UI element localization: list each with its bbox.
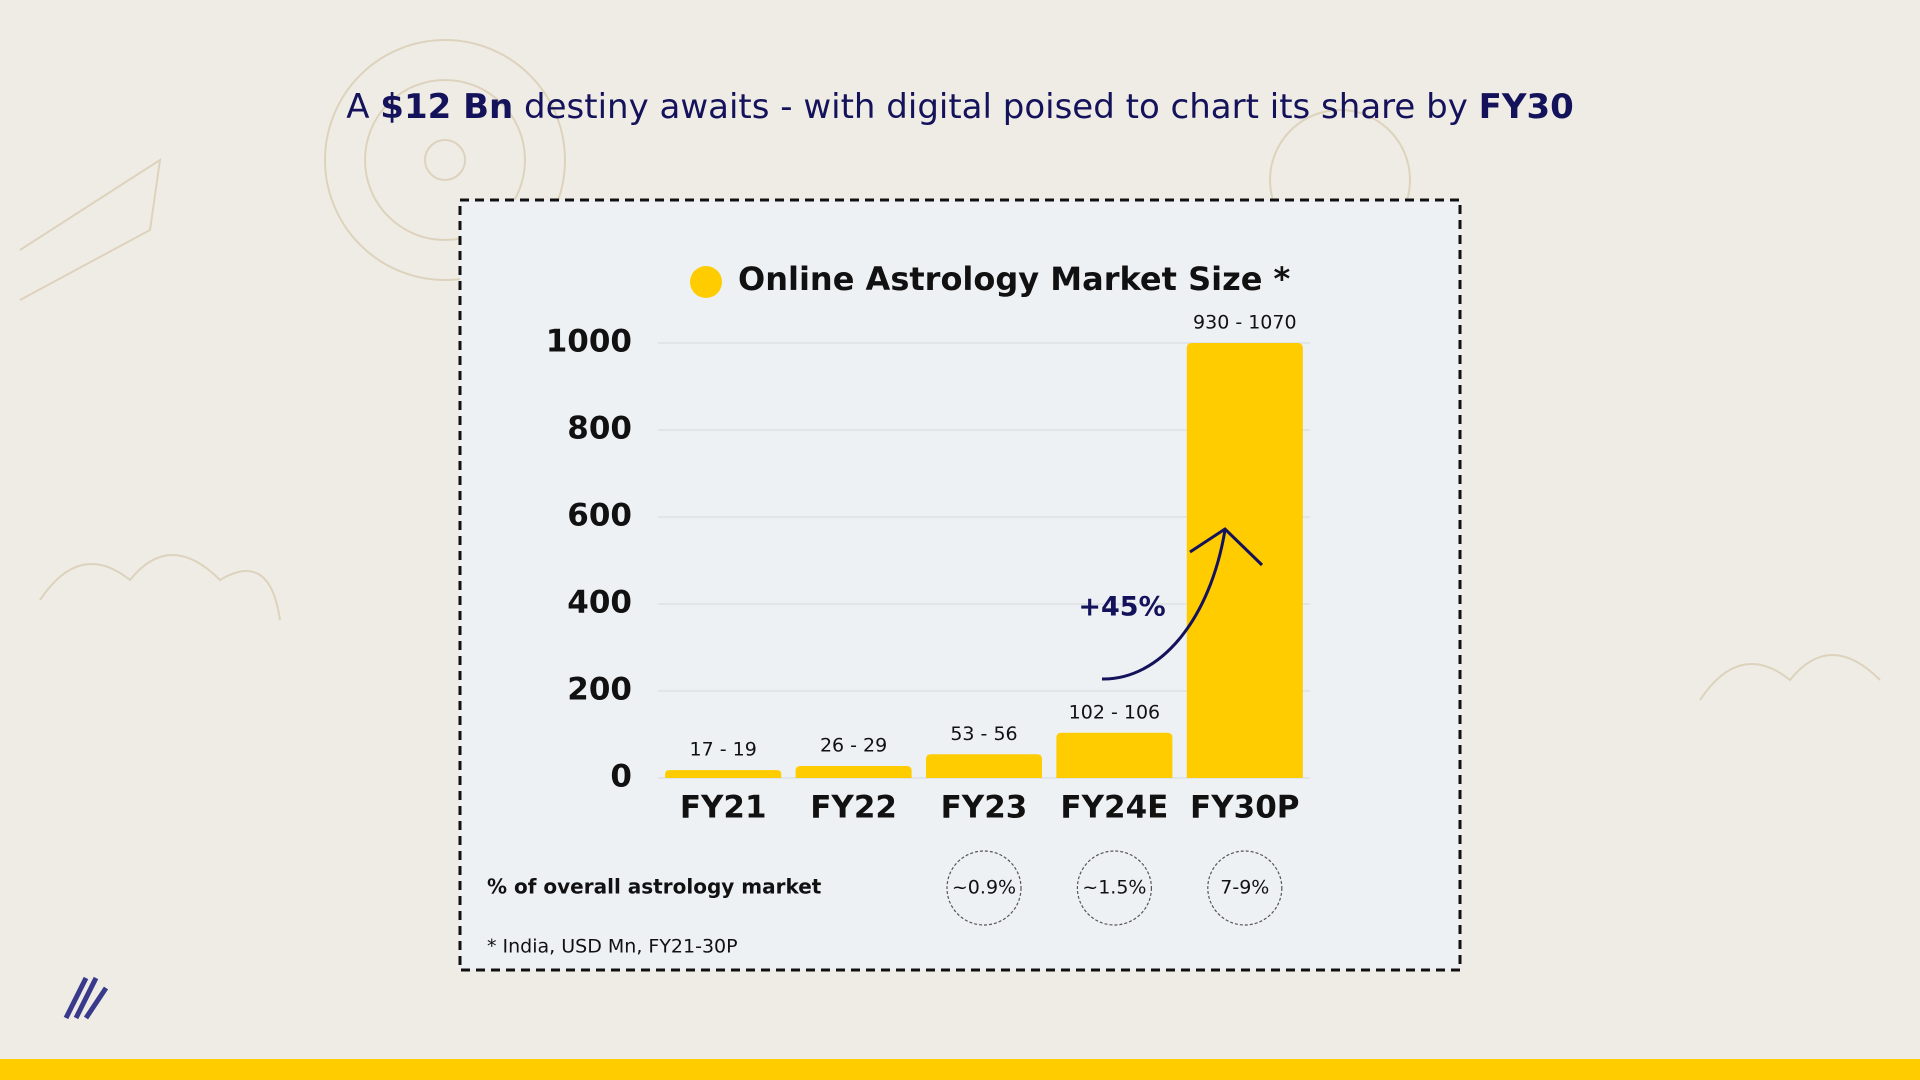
title-part: destiny awaits - with digital poised to … — [513, 87, 1478, 127]
value-label: 930 - 1070 — [1193, 312, 1297, 334]
background-decoration — [19, 39, 1881, 701]
bar — [1186, 343, 1303, 778]
footnote: * India, USD Mn, FY21-30P — [487, 936, 738, 958]
bar — [925, 754, 1043, 778]
y-tick-label: 800 — [567, 411, 632, 447]
y-tick-label: 600 — [567, 498, 632, 534]
share-badge — [946, 850, 1022, 926]
legend-label: Online Astrology Market Size * — [738, 260, 1291, 298]
legend-marker — [690, 266, 722, 298]
x-tick-label: FY21 — [680, 790, 767, 826]
bottom-band — [0, 1059, 1920, 1080]
value-label: 53 - 56 — [950, 723, 1017, 745]
title-part: FY30 — [1479, 87, 1574, 127]
share-title: % of overall astrology market — [487, 875, 822, 899]
x-tick-label: FY30P — [1190, 790, 1299, 826]
x-tick-label: FY23 — [941, 790, 1028, 826]
bar — [665, 770, 782, 778]
share-label: 7-9% — [1220, 877, 1269, 899]
x-tick-label: FY24E — [1060, 790, 1168, 826]
growth-arrowhead — [1189, 527, 1264, 567]
logo — [63, 976, 109, 1020]
share-label: ~1.5% — [1082, 877, 1146, 899]
title-part: $12 Bn — [380, 87, 513, 127]
share-badge — [1076, 850, 1153, 926]
annotation: +45% — [1078, 592, 1165, 623]
y-tick-label: 1000 — [546, 324, 632, 360]
value-label: 102 - 106 — [1069, 701, 1160, 723]
growth-arrow — [1101, 529, 1227, 681]
page-title: A $12 Bn destiny awaits - with digital p… — [346, 87, 1574, 127]
y-tick-label: 0 — [610, 759, 632, 795]
bar — [795, 766, 912, 778]
share-label: ~0.9% — [952, 877, 1016, 899]
share-badge — [1207, 850, 1283, 926]
title-part: A — [346, 87, 380, 127]
x-tick-label: FY22 — [810, 790, 897, 826]
value-label: 17 - 19 — [690, 739, 757, 761]
bar — [1056, 732, 1173, 778]
value-label: 26 - 29 — [820, 735, 887, 757]
y-tick-label: 400 — [567, 585, 632, 621]
y-tick-label: 200 — [567, 672, 632, 708]
